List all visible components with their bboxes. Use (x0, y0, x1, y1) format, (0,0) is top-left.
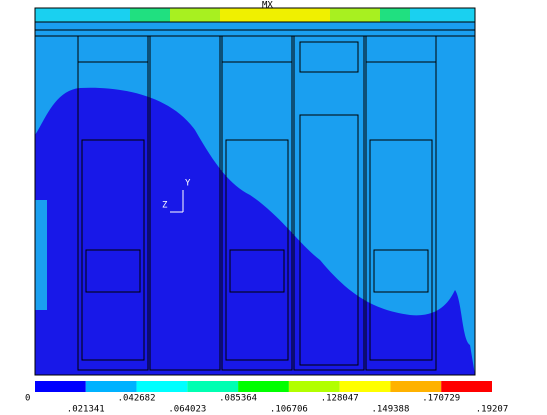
legend-label: .19207 (476, 405, 509, 415)
legend-swatch (187, 381, 238, 392)
legend-label: .128047 (321, 394, 359, 404)
legend-label: .085364 (219, 394, 257, 404)
model: Y Z MX (35, 1, 475, 376)
strip-band (380, 8, 410, 22)
legend-label: .021341 (67, 405, 105, 415)
legend-swatch (340, 381, 391, 392)
legend-label: .170729 (422, 394, 460, 404)
region-edge (35, 200, 47, 310)
strip-band (130, 8, 170, 22)
triad-z: Z (162, 201, 168, 211)
legend-label: .042682 (118, 394, 156, 404)
legend-swatch (238, 381, 289, 392)
legend-swatch (289, 381, 340, 392)
strip-band (220, 8, 330, 22)
strip-band (170, 8, 220, 22)
strip-band (330, 8, 380, 22)
legend-label: .149388 (371, 405, 409, 415)
contour-plot: Y Z MX 0 .021341 .042682 .064023 .085364 .106… (0, 0, 547, 415)
legend-swatch (86, 381, 137, 392)
legend-label: 0 (25, 394, 30, 404)
legend-swatch (390, 381, 441, 392)
legend: 0 .021341 .042682 .064023 .085364 .106706 .128… (25, 381, 508, 415)
legend-label: .106706 (270, 405, 308, 415)
legend-label: .064023 (168, 405, 206, 415)
legend-swatch (441, 381, 492, 392)
legend-swatch (35, 381, 86, 392)
triad-y: Y (185, 179, 191, 189)
plot-title: MX (262, 1, 273, 11)
legend-swatch (137, 381, 188, 392)
